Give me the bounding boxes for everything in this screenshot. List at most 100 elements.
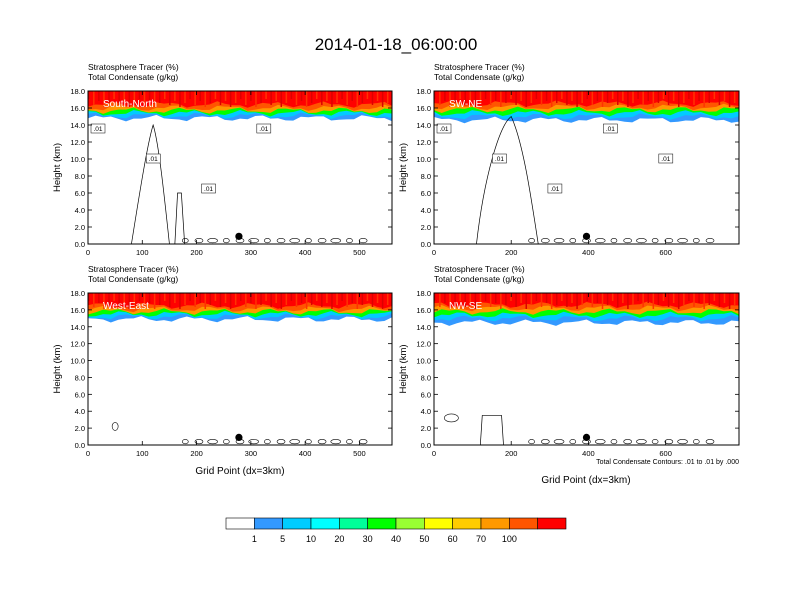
tracer-streak (366, 91, 369, 99)
tracer-streak (652, 293, 655, 309)
tracer-streak (449, 293, 451, 309)
panel-title-condensate: Total Condensate (g/kg) (88, 274, 178, 284)
y-tick-label: 16.0 (70, 104, 85, 113)
tracer-streak (657, 293, 660, 305)
x-tick-label: 500 (353, 449, 366, 458)
y-tick-label: 4.0 (75, 206, 85, 215)
y-tick-label: 10.0 (416, 357, 431, 366)
tracer-streak (326, 293, 328, 303)
tracer-streak (708, 91, 710, 103)
x-tick-label: 600 (659, 248, 672, 257)
tracer-streak (474, 293, 477, 309)
y-tick-label: 10.0 (70, 155, 85, 164)
y-tick-label: 6.0 (421, 390, 431, 399)
tracer-streak (290, 293, 293, 301)
tracer-streak (310, 293, 313, 305)
tracer-streak (434, 91, 436, 99)
tracer-streak (662, 91, 665, 99)
x-tick-label: 400 (299, 248, 312, 257)
colorbar-swatch (367, 517, 397, 530)
tracer-streak (515, 293, 517, 307)
tracer-streak (469, 293, 472, 303)
x-tick-label: 100 (136, 248, 149, 257)
tracer-streak (678, 91, 680, 107)
y-tick-label: 12.0 (416, 138, 431, 147)
colorbar-swatch (339, 517, 368, 530)
colorbar-label: 5 (280, 534, 285, 544)
tracer-streak (316, 293, 318, 301)
contour-label-box (146, 153, 161, 164)
condensate-contour (476, 115, 539, 244)
contour-label: .01 (439, 126, 448, 133)
panel-title-tracer: Stratosphere Tracer (%) (434, 62, 525, 72)
tracer-streak (118, 91, 120, 105)
tracer-streak (240, 91, 242, 99)
tracer-streak (245, 293, 247, 307)
condensate-contour (610, 238, 618, 244)
contour-label: .01 (204, 186, 213, 193)
tracer-streak (657, 91, 660, 103)
tracer-streak (566, 293, 568, 307)
y-tick-label: 2.0 (421, 223, 431, 232)
tracer-streak (489, 91, 492, 105)
tracer-streak (637, 293, 639, 301)
contour-label-box (603, 123, 618, 134)
x-tick-label: 500 (353, 248, 366, 257)
y-tick-label: 14.0 (70, 323, 85, 332)
condensate-contour (264, 439, 271, 445)
condensate-contour (444, 413, 459, 423)
tracer-streak (515, 91, 517, 105)
tracer-streak (214, 293, 217, 301)
tracer-streak (194, 293, 196, 307)
condensate-contour (289, 238, 301, 244)
plot-frame (433, 292, 740, 446)
tracer-streak (270, 91, 272, 105)
y-axis-label: Height (km) (52, 143, 63, 192)
tracer-streak (454, 91, 456, 103)
tracer-streak (647, 91, 649, 101)
tracer-streak (556, 91, 558, 103)
tracer-streak (113, 293, 115, 301)
tracer-streak (728, 293, 731, 309)
tracer-streak (88, 91, 90, 99)
tracer-streak (728, 91, 731, 107)
figure-title: 2014-01-18_06:00:00 (315, 35, 478, 54)
panel-label: South-North (103, 99, 157, 110)
tracer-streak (209, 91, 212, 103)
tracer-streak (647, 293, 649, 303)
y-tick-label: 4.0 (421, 407, 431, 416)
tracer-streak (708, 293, 710, 305)
tracer-streak (295, 91, 298, 105)
tracer-streak (698, 293, 700, 303)
colorbar-swatch (282, 517, 312, 530)
tracer-streak (260, 293, 262, 305)
tracer-streak (484, 293, 487, 301)
y-tick-label: 0.0 (421, 441, 431, 450)
tracer-streak (581, 91, 583, 103)
plot-area: .01 .01 .01 .01 .01 (434, 91, 739, 244)
condensate-contour (330, 238, 342, 244)
x-axis-label-left: Grid Point (dx=3km) (195, 466, 284, 477)
tracer-streak (326, 91, 328, 101)
colorbar-label: 40 (391, 534, 401, 544)
y-tick-label: 12.0 (70, 340, 85, 349)
panel-title-tracer: Stratosphere Tracer (%) (88, 264, 179, 274)
condensate-contour (541, 238, 550, 244)
tracer-streak (484, 91, 487, 99)
tracer-streak (128, 91, 131, 107)
tracer-streak (718, 293, 721, 307)
condensate-contour (276, 238, 286, 244)
condensate-contour (207, 439, 218, 445)
tracer-streak (550, 293, 553, 309)
condensate-contour (569, 439, 577, 445)
y-tick-label: 18.0 (416, 87, 431, 96)
tracer-streak (341, 91, 343, 99)
condensate-contour (692, 238, 700, 244)
y-tick-label: 16.0 (70, 306, 85, 315)
condensate-contour (223, 439, 230, 445)
tracer-streak (606, 91, 609, 103)
colorbar-swatch (254, 517, 283, 530)
tracer-streak (118, 293, 120, 307)
colorbar-swatch (395, 517, 425, 530)
